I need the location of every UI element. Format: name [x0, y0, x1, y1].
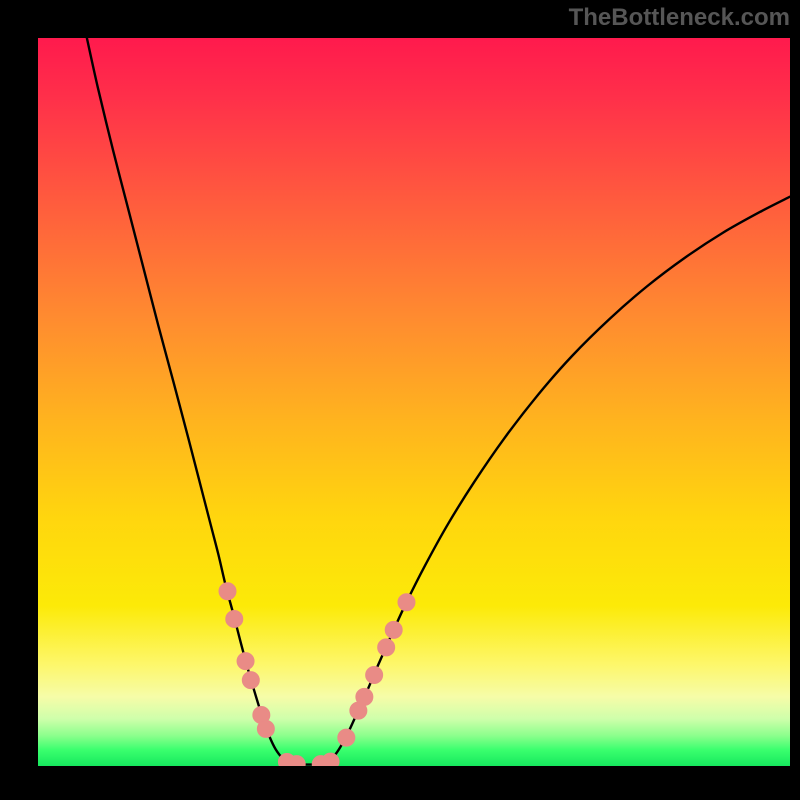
bottleneck-curve — [87, 38, 790, 765]
data-marker — [257, 720, 274, 737]
data-marker — [356, 688, 373, 705]
data-marker — [242, 672, 259, 689]
plot-area — [38, 38, 790, 766]
stage: TheBottleneck.com — [0, 0, 800, 800]
data-marker — [322, 753, 339, 766]
data-marker — [219, 583, 236, 600]
data-marker — [338, 729, 355, 746]
data-marker — [378, 639, 395, 656]
marker-group — [219, 583, 415, 766]
data-marker — [226, 610, 243, 627]
data-marker — [237, 653, 254, 670]
chart-overlay — [38, 38, 790, 766]
data-marker — [385, 621, 402, 638]
data-marker — [366, 667, 383, 684]
data-marker — [398, 594, 415, 611]
